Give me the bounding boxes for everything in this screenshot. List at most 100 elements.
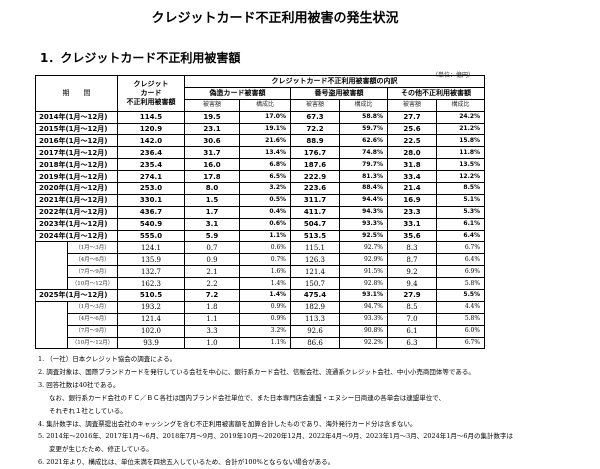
forged-ratio-cell: 0.4%: [239, 205, 291, 219]
total-cell: 142.0: [117, 134, 185, 148]
other-amount-cell: 31.8: [387, 158, 437, 172]
other-amount-cell: 6.1: [387, 324, 437, 338]
forged-amount-cell: 0.9: [184, 253, 240, 267]
total-cell: 120.9: [117, 122, 185, 136]
forged-amount-cell: 5.9: [184, 229, 240, 243]
footnote: 1. （一社）日本クレジット協会の調査による。: [38, 355, 177, 363]
footnote: 2. 調査対象は、国際ブランドカードを発行している会社を中心に、銀行系カード会社…: [38, 367, 475, 376]
table-row: （1月～3月） 193.2 1.8 0.9% 182.9 94.7% 8.5 4.4%: [35, 300, 486, 314]
table-row: 2025年(1月～12月) 510.5 7.2 1.4% 475.4 93.1% 27.9 5…: [35, 289, 486, 302]
other-amount-cell: 28.0: [387, 146, 437, 160]
period-cell: 2016年(1月～12月): [35, 134, 118, 148]
number-theft-ratio-cell: 79.7%: [339, 158, 388, 172]
period-cell: 2019年(1月～12月): [35, 170, 118, 184]
table-row: 2018年(1月～12月) 235.4 16.0 6.8% 187.6 79.7% 31.8…: [35, 158, 486, 172]
table-row: 2020年(1月～12月) 253.0 8.0 3.2% 223.6 88.4% 21.4 8…: [35, 182, 486, 195]
forged-ratio-cell: 0.9%: [239, 300, 291, 314]
forged-ratio-cell: 3.2%: [239, 182, 291, 195]
other-ratio-cell: 13.5%: [435, 158, 486, 172]
number-theft-amount-cell: 311.7: [290, 193, 340, 207]
total-cell: 121.4: [117, 312, 185, 326]
other-amount-cell: 8.5: [387, 300, 437, 314]
number-theft-ratio-cell: 74.8%: [339, 146, 388, 160]
forged-amount-cell: 17.8: [184, 170, 240, 184]
header-number-theft: 番号盗用被害額: [290, 86, 388, 100]
indent-cell: [35, 265, 68, 278]
number-theft-ratio-cell: 93.3%: [339, 312, 388, 326]
forged-ratio-cell: 0.7%: [239, 253, 291, 267]
header-ratio: 構成比: [435, 98, 486, 112]
total-cell: 436.7: [117, 205, 185, 219]
total-cell: 253.0: [117, 182, 185, 195]
header-amount: 被害額: [184, 98, 240, 112]
forged-amount-cell: 1.7: [184, 205, 240, 219]
total-cell: 510.5: [117, 289, 185, 302]
total-cell: 235.4: [117, 158, 185, 172]
number-theft-ratio-cell: 92.9%: [339, 253, 388, 267]
forged-amount-cell: 2.1: [184, 265, 240, 279]
forged-amount-cell: 2.2: [184, 277, 240, 291]
other-ratio-cell: 6.7%: [435, 241, 486, 255]
forged-ratio-cell: 13.4%: [239, 146, 291, 160]
total-cell: 274.1: [117, 170, 185, 184]
forged-amount-cell: 1.8: [184, 300, 240, 314]
period-cell: （4月～6月）: [67, 312, 118, 326]
header-other: その他不正利用被害額: [386, 86, 486, 100]
other-amount-cell: 27.9: [387, 289, 437, 302]
table-row: 2014年(1月～12月) 114.5 19.5 17.0% 67.3 58.8% 27.7…: [35, 110, 486, 124]
forged-ratio-cell: 17.0%: [239, 110, 291, 124]
header-amount: 被害額: [290, 98, 340, 112]
header-forged: 偽造カード被害額: [184, 86, 291, 100]
forged-amount-cell: 0.7: [184, 241, 240, 255]
number-theft-ratio-cell: 93.3%: [339, 217, 388, 231]
number-theft-ratio-cell: 58.8%: [339, 110, 388, 124]
number-theft-amount-cell: 121.4: [290, 265, 340, 279]
period-cell: （7月～9月）: [67, 265, 118, 279]
section-heading: 1．クレジットカード不正利用被害額: [40, 51, 241, 65]
number-theft-amount-cell: 88.9: [290, 134, 340, 148]
number-theft-amount-cell: 113.3: [290, 312, 340, 326]
table-row: （10月～12月） 93.9 1.0 1.1% 86.6 92.2% 6.3 6.7%: [35, 336, 486, 350]
forged-ratio-cell: 1.1%: [239, 336, 291, 350]
forged-ratio-cell: 3.2%: [239, 324, 291, 338]
table-row: （4月～6月） 121.4 1.1 0.9% 113.3 93.3% 7.0 5.8%: [35, 312, 486, 326]
number-theft-ratio-cell: 92.2%: [339, 336, 388, 350]
period-cell: 2021年(1月～12月): [35, 193, 118, 207]
total-cell: 114.5: [117, 110, 185, 124]
other-ratio-cell: 5.5%: [435, 289, 486, 302]
footnote: 3. 回答社数は40社である。: [38, 380, 120, 389]
forged-amount-cell: 19.5: [184, 110, 240, 124]
number-theft-ratio-cell: 91.5%: [339, 265, 388, 279]
other-amount-cell: 16.9: [387, 193, 437, 207]
number-theft-amount-cell: 513.5: [290, 229, 340, 243]
footnote: 5. 2014年～2016年、2017年1月～6月、2018年7月～9月、201…: [38, 432, 514, 441]
other-amount-cell: 33.4: [387, 170, 437, 184]
other-amount-cell: 23.3: [387, 205, 437, 219]
number-theft-ratio-cell: 94.4%: [339, 193, 388, 207]
number-theft-amount-cell: 86.6: [290, 336, 340, 350]
other-amount-cell: 6.3: [387, 336, 437, 350]
forged-ratio-cell: 0.9%: [239, 312, 291, 326]
total-cell: 236.4: [117, 146, 185, 160]
other-ratio-cell: 6.7%: [435, 336, 486, 350]
other-amount-cell: 22.5: [387, 134, 437, 148]
number-theft-ratio-cell: 90.8%: [339, 324, 388, 338]
table-row: 2015年(1月～12月) 120.9 23.1 19.1% 72.2 59.7% 25.6…: [35, 122, 486, 136]
period-cell: 2025年(1月～12月): [35, 289, 118, 302]
number-theft-amount-cell: 475.4: [290, 289, 340, 302]
other-amount-cell: 9.4: [387, 277, 437, 291]
total-cell: 102.0: [117, 324, 185, 338]
other-ratio-cell: 6.4%: [435, 253, 486, 267]
forged-ratio-cell: 1.4%: [239, 289, 291, 302]
number-theft-amount-cell: 187.6: [290, 158, 340, 172]
number-theft-ratio-cell: 81.3%: [339, 170, 388, 184]
footnote: 4. 集計数字は、調査票提出会社のキャッシングを含む不正利用被害額を加算合計した…: [38, 419, 417, 428]
table-row: （4月～6月） 135.9 0.9 0.7% 126.3 92.9% 8.7 6.4%: [35, 253, 486, 267]
damage-table: 期 間 クレジット カード 不正利用被害額 クレジットカード不正利用被害額の内訳…: [35, 75, 486, 350]
table-body: 2014年(1月～12月) 114.5 19.5 17.0% 67.3 58.8% 27.7…: [35, 110, 486, 350]
forged-ratio-cell: 6.5%: [239, 170, 291, 184]
period-cell: （7月～9月）: [67, 324, 118, 338]
forged-ratio-cell: 19.1%: [239, 122, 291, 136]
other-ratio-cell: 15.8%: [435, 134, 486, 148]
indent-cell: [35, 241, 68, 254]
